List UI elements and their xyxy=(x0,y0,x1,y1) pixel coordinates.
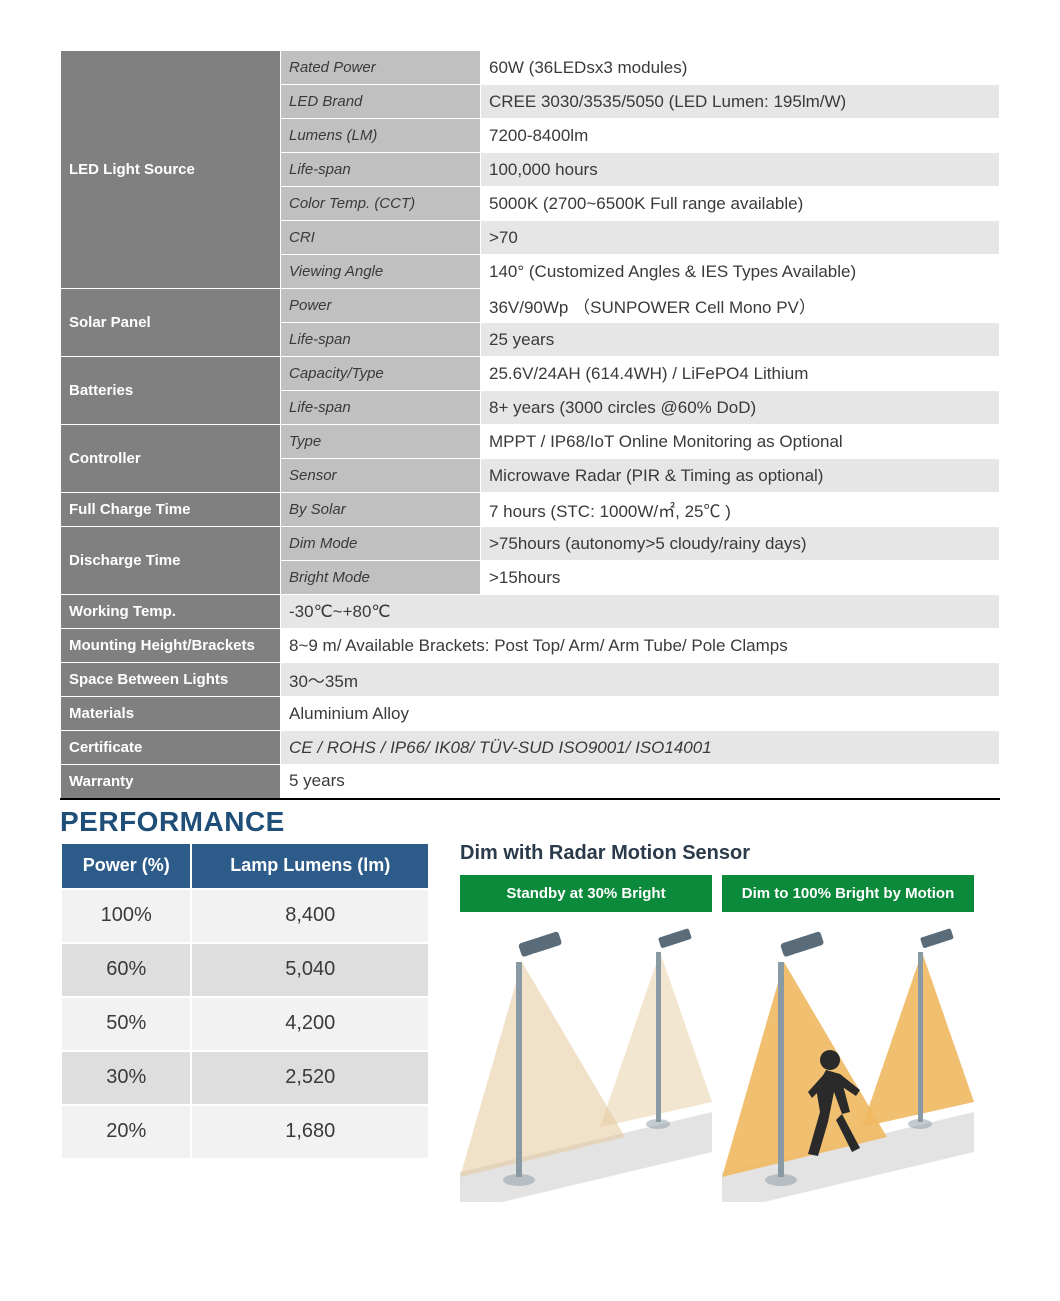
spec-value: 25.6V/24AH (614.4WH) / LiFePO4 Lithium xyxy=(481,357,1000,391)
spec-category: Controller xyxy=(61,425,281,493)
spec-category: Full Charge Time xyxy=(61,493,281,527)
spec-property: Sensor xyxy=(281,459,481,493)
performance-table: Power (%) Lamp Lumens (lm) 100%8,40060%5… xyxy=(60,842,430,1160)
spec-category: Batteries xyxy=(61,357,281,425)
spec-table: LED Light SourceRated Power60W (36LEDsx3… xyxy=(60,50,1000,800)
spec-property: Type xyxy=(281,425,481,459)
spec-property: Power xyxy=(281,289,481,323)
perf-cell: 20% xyxy=(61,1105,191,1159)
perf-header-lumens: Lamp Lumens (lm) xyxy=(191,843,429,889)
perf-cell: 8,400 xyxy=(191,889,429,943)
spec-value: 25 years xyxy=(481,323,1000,357)
spec-value: >75hours (autonomy>5 cloudy/rainy days) xyxy=(481,527,1000,561)
spec-category: Mounting Height/Brackets xyxy=(61,629,281,663)
perf-cell: 1,680 xyxy=(191,1105,429,1159)
spec-property: Lumens (LM) xyxy=(281,119,481,153)
spec-value: CREE 3030/3535/5050 (LED Lumen: 195lm/W) xyxy=(481,85,1000,119)
spec-value: MPPT / IP68/IoT Online Monitoring as Opt… xyxy=(481,425,1000,459)
radar-panel-label: Standby at 30% Bright xyxy=(460,875,712,912)
spec-value: 36V/90Wp （SUNPOWER Cell Mono PV） xyxy=(481,289,1000,323)
spec-property: Life-span xyxy=(281,391,481,425)
spec-category: Materials xyxy=(61,697,281,731)
spec-value: 140° (Customized Angles & IES Types Avai… xyxy=(481,255,1000,289)
spec-property: Capacity/Type xyxy=(281,357,481,391)
radar-illustration xyxy=(722,912,974,1202)
perf-cell: 100% xyxy=(61,889,191,943)
spec-value: 5 years xyxy=(281,765,1000,799)
radar-panel: Standby at 30% Bright xyxy=(460,875,712,1202)
spec-category: Working Temp. xyxy=(61,595,281,629)
perf-cell: 30% xyxy=(61,1051,191,1105)
perf-header-power: Power (%) xyxy=(61,843,191,889)
spec-category: Solar Panel xyxy=(61,289,281,357)
spec-category: Space Between Lights xyxy=(61,663,281,697)
radar-panel: Dim to 100% Bright by Motion xyxy=(722,875,974,1202)
spec-value: >15hours xyxy=(481,561,1000,595)
spec-value: >70 xyxy=(481,221,1000,255)
spec-value: 8~9 m/ Available Brackets: Post Top/ Arm… xyxy=(281,629,1000,663)
spec-value: -30℃~+80℃ xyxy=(281,595,1000,629)
performance-heading: PERFORMANCE xyxy=(60,806,1000,838)
perf-cell: 50% xyxy=(61,997,191,1051)
spec-property: Bright Mode xyxy=(281,561,481,595)
spec-value: Microwave Radar (PIR & Timing as optiona… xyxy=(481,459,1000,493)
spec-category: LED Light Source xyxy=(61,51,281,289)
spec-property: Dim Mode xyxy=(281,527,481,561)
spec-property: By Solar xyxy=(281,493,481,527)
spec-value: 5000K (2700~6500K Full range available) xyxy=(481,187,1000,221)
spec-value: 8+ years (3000 circles @60% DoD) xyxy=(481,391,1000,425)
spec-property: Life-span xyxy=(281,323,481,357)
perf-cell: 4,200 xyxy=(191,997,429,1051)
perf-cell: 2,520 xyxy=(191,1051,429,1105)
spec-value: 7 hours (STC: 1000W/㎡, 25℃ ) xyxy=(481,493,1000,527)
spec-property: Life-span xyxy=(281,153,481,187)
spec-category: Discharge Time xyxy=(61,527,281,595)
spec-property: LED Brand xyxy=(281,85,481,119)
spec-property: Color Temp. (CCT) xyxy=(281,187,481,221)
spec-category: Warranty xyxy=(61,765,281,799)
spec-property: Rated Power xyxy=(281,51,481,85)
spec-value: 7200-8400lm xyxy=(481,119,1000,153)
spec-category: Certificate xyxy=(61,731,281,765)
perf-cell: 5,040 xyxy=(191,943,429,997)
spec-value: 30～35m xyxy=(281,663,1000,697)
spec-value: CE / ROHS / IP66/ IK08/ TÜV-SUD ISO9001/… xyxy=(281,731,1000,765)
perf-cell: 60% xyxy=(61,943,191,997)
spec-value: 60W (36LEDsx3 modules) xyxy=(481,51,1000,85)
radar-panels: Standby at 30% Bright Dim to 100% Bright … xyxy=(460,875,974,1202)
spec-property: CRI xyxy=(281,221,481,255)
spec-value: 100,000 hours xyxy=(481,153,1000,187)
spec-property: Viewing Angle xyxy=(281,255,481,289)
radar-heading: Dim with Radar Motion Sensor xyxy=(460,842,974,865)
radar-illustration xyxy=(460,912,712,1202)
spec-value: Aluminium Alloy xyxy=(281,697,1000,731)
radar-panel-label: Dim to 100% Bright by Motion xyxy=(722,875,974,912)
